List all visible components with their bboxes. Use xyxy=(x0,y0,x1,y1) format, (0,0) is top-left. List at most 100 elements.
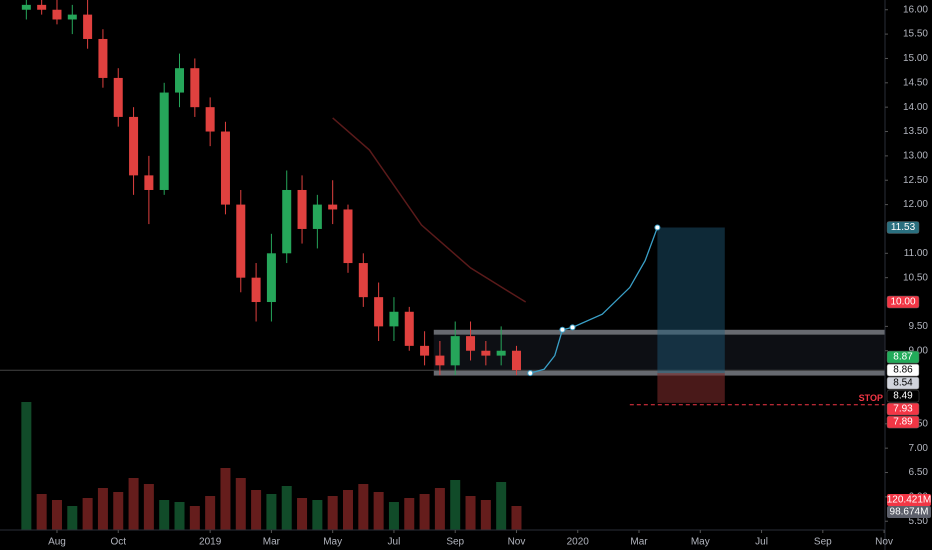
candle-body xyxy=(328,204,338,210)
volume-bar xyxy=(36,494,47,530)
volume-bar xyxy=(113,492,124,530)
x-tick-label: Mar xyxy=(263,537,281,548)
price-badge xyxy=(886,389,920,403)
target-zone xyxy=(657,227,725,374)
volume-bar xyxy=(67,506,78,530)
plot-area xyxy=(0,0,885,530)
volume-bar xyxy=(220,468,231,530)
price-badge xyxy=(886,221,920,234)
price-badge-label: 8.86 xyxy=(893,365,913,376)
volume-bar xyxy=(496,482,507,530)
volume-bar xyxy=(327,496,338,530)
price-badge xyxy=(886,376,920,390)
price-badge-label: 7.89 xyxy=(893,417,913,428)
volume-bar xyxy=(434,488,445,530)
y-tick-label: 9.00 xyxy=(909,345,929,356)
candle-body xyxy=(83,14,93,39)
candle-body xyxy=(450,336,460,366)
volume-bar xyxy=(159,500,170,530)
candle-body xyxy=(67,14,77,20)
y-tick-label: 6.50 xyxy=(909,467,929,478)
volume-bar xyxy=(281,486,292,530)
volume-bar xyxy=(312,500,323,530)
candle-body xyxy=(312,204,322,229)
moving-average xyxy=(332,117,527,303)
price-badge xyxy=(886,363,920,377)
candle-body xyxy=(297,189,307,229)
candle-body xyxy=(205,107,215,132)
volume-badge xyxy=(887,494,931,506)
volume-bar xyxy=(235,478,246,530)
price-badge-label: 7.93 xyxy=(893,404,913,415)
x-tick-label: Aug xyxy=(48,537,66,548)
stop-label: STOP xyxy=(859,393,883,403)
y-tick-label: 15.00 xyxy=(903,53,928,64)
volume-bar xyxy=(373,492,384,530)
x-tick-label: Nov xyxy=(875,537,893,548)
candle-body xyxy=(343,209,353,264)
y-tick-label: 13.00 xyxy=(903,151,928,162)
candle-body xyxy=(129,116,139,176)
volume-bar xyxy=(205,496,216,530)
y-tick-label: 10.50 xyxy=(903,272,928,283)
candle-body xyxy=(374,297,384,327)
candle-body xyxy=(511,350,521,371)
candle-body xyxy=(389,311,399,327)
y-tick-label: 16.00 xyxy=(903,4,928,15)
price-badge xyxy=(886,415,920,429)
price-badge xyxy=(886,295,920,309)
price-badge-label: 8.49 xyxy=(893,391,913,402)
y-tick-label: 14.00 xyxy=(903,102,928,113)
candle-body xyxy=(358,263,368,298)
volume-bar xyxy=(419,494,430,530)
volume-bar xyxy=(342,490,353,530)
price-badge xyxy=(886,402,920,416)
candle-body xyxy=(159,92,169,190)
candle-body xyxy=(175,68,185,93)
x-tick-label: 2019 xyxy=(199,537,222,548)
projection-point xyxy=(527,370,534,377)
volume-badge-label: 98.674M xyxy=(890,507,929,518)
volume-bar xyxy=(266,494,277,530)
price-badge-label: 11.53 xyxy=(891,222,916,233)
volume-bar xyxy=(480,500,491,530)
x-tick-label: May xyxy=(691,537,710,548)
candle-body xyxy=(52,9,62,20)
x-tick-label: Sep xyxy=(814,537,832,548)
y-tick-label: 12.50 xyxy=(903,175,928,186)
volume-bar xyxy=(465,496,476,530)
y-tick-label: 13.50 xyxy=(903,126,928,137)
candle-body xyxy=(282,189,292,254)
candle-body xyxy=(481,350,491,356)
volume-badge-label: 120.421M xyxy=(887,495,931,506)
candle-body xyxy=(113,77,123,117)
y-tick-label: 9.50 xyxy=(909,321,929,332)
stop-zone xyxy=(657,373,725,403)
y-tick-label: 14.50 xyxy=(903,77,928,88)
volume-bar xyxy=(51,500,62,530)
candle-body xyxy=(190,68,200,108)
price-badge-label: 8.54 xyxy=(893,378,913,389)
candle-body xyxy=(21,4,31,10)
candle-body xyxy=(236,204,246,278)
y-tick-label: 7.00 xyxy=(909,443,929,454)
candle-body xyxy=(144,175,154,190)
volume-bar xyxy=(358,484,369,530)
volume-bar xyxy=(189,506,200,530)
y-tick-label: 5.50 xyxy=(909,516,929,527)
candle-body xyxy=(466,336,476,351)
price-badge-label: 10.00 xyxy=(890,297,915,308)
candle-body xyxy=(251,277,261,303)
volume-bar xyxy=(251,490,262,530)
x-tick-label: Oct xyxy=(110,537,126,548)
x-tick-label: Jul xyxy=(388,537,401,548)
candle-body xyxy=(435,355,445,366)
candle-body xyxy=(404,311,414,346)
x-tick-label: Sep xyxy=(446,537,464,548)
y-tick-label: 12.00 xyxy=(903,199,928,210)
projection-point xyxy=(569,324,576,331)
candle-body xyxy=(266,253,276,303)
y-tick-label: 11.00 xyxy=(904,248,929,259)
candle-body xyxy=(496,350,506,356)
